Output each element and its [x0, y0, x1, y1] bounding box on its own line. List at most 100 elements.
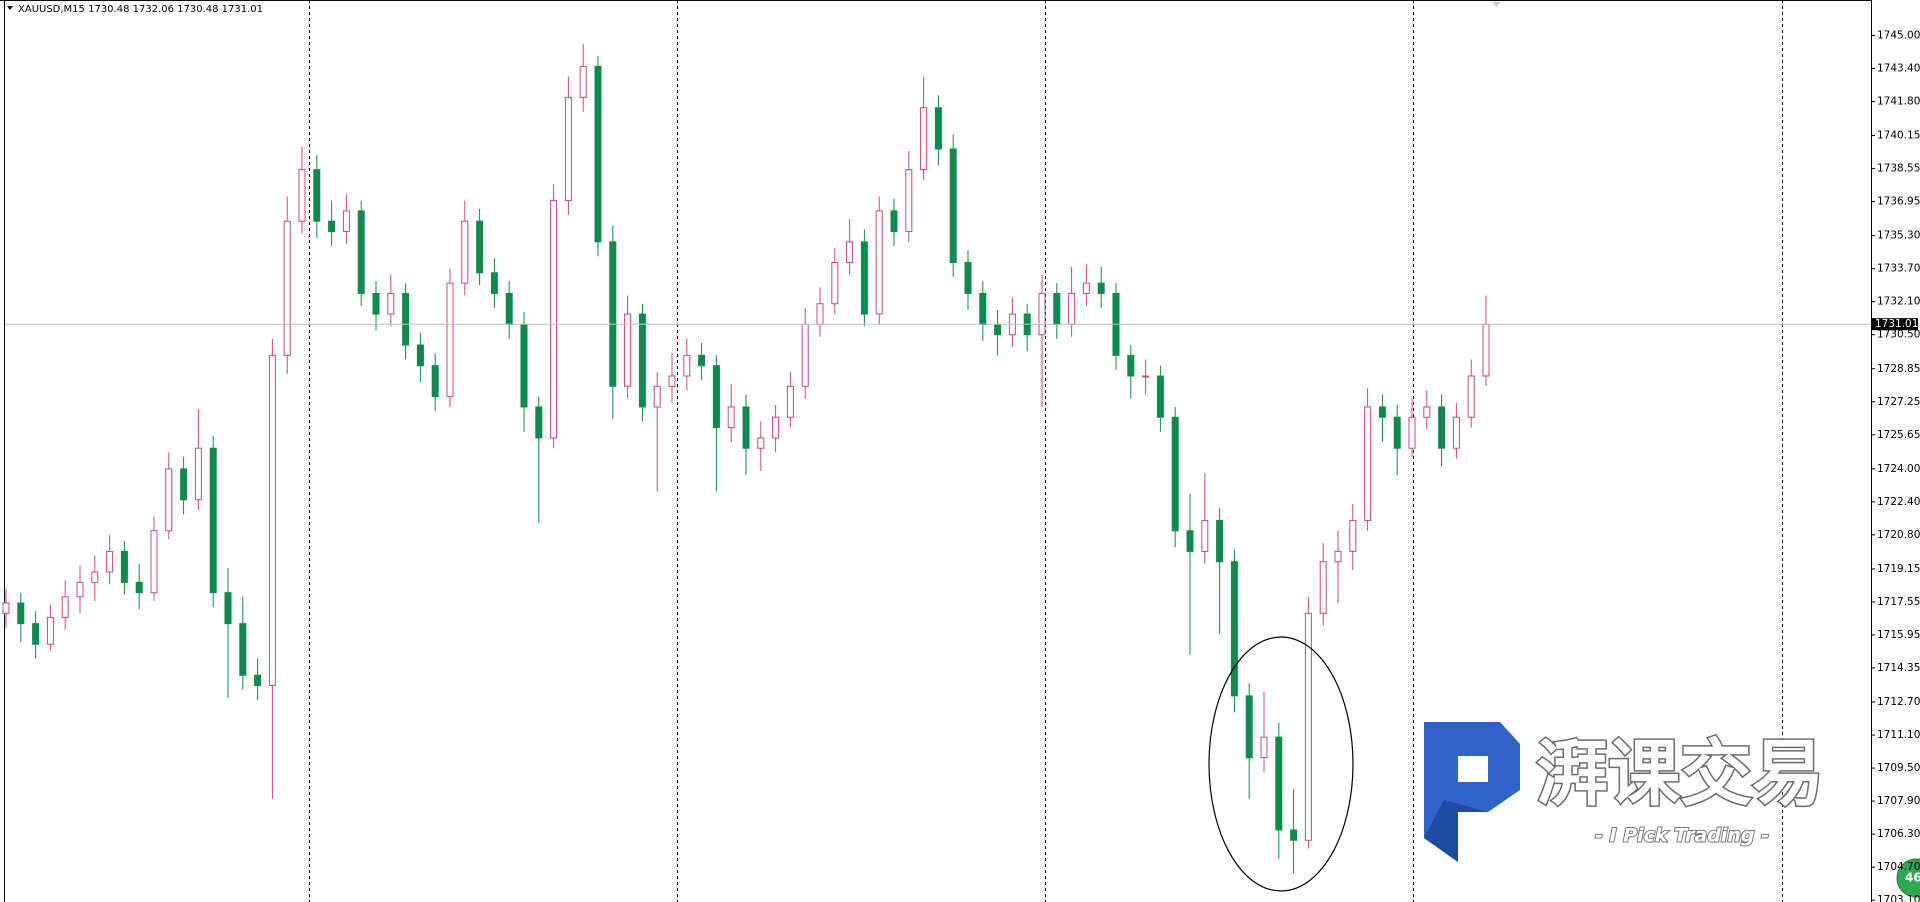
candle	[550, 184, 558, 449]
candle	[46, 605, 54, 651]
candle-body	[1053, 292, 1061, 325]
candle	[416, 332, 424, 383]
candle-body	[638, 313, 646, 408]
candle	[1393, 404, 1401, 476]
candle	[905, 151, 913, 242]
chart-title: XAUUSD,M15 1730.48 1732.06 1730.48 1731.…	[18, 4, 263, 15]
y-tick-label: 1743.40	[1877, 63, 1920, 75]
candle-body	[224, 592, 232, 625]
candle	[564, 76, 572, 216]
candle	[875, 196, 883, 325]
candle	[254, 658, 262, 700]
candle-body	[1142, 375, 1150, 378]
symbol-menu-icon[interactable]	[7, 6, 13, 10]
candle	[135, 563, 143, 610]
candle	[683, 338, 691, 391]
candle	[61, 580, 69, 630]
y-tick-label: 1735.30	[1877, 230, 1920, 242]
candle-body	[1097, 282, 1105, 294]
candle-body	[505, 292, 513, 325]
y-tick-label: 1714.35	[1877, 662, 1920, 674]
candle	[1438, 394, 1446, 467]
candle	[831, 248, 839, 315]
candle-body	[831, 261, 839, 305]
candle	[698, 342, 706, 381]
candle-body	[653, 385, 661, 408]
y-tick-label: 1717.55	[1877, 596, 1920, 608]
candle-body	[461, 220, 469, 284]
candles	[2, 43, 1490, 874]
y-tick-label: 1709.50	[1877, 762, 1920, 774]
candle-body	[979, 292, 987, 325]
y-tick-label: 1722.40	[1877, 496, 1920, 508]
candle-body	[1452, 416, 1460, 449]
candle-body	[1230, 561, 1238, 697]
candle	[313, 155, 321, 238]
candle-body	[1038, 292, 1046, 336]
candle-body	[934, 107, 942, 150]
y-tick-label: 1719.15	[1877, 563, 1920, 575]
candle	[1171, 406, 1179, 548]
candle	[1230, 549, 1238, 713]
candle	[860, 229, 868, 327]
candle	[17, 592, 25, 643]
badge[interactable]	[1896, 858, 1920, 898]
y-tick-label: 1703.10	[1877, 894, 1920, 902]
candle-body	[1334, 550, 1342, 563]
candle	[387, 274, 395, 327]
candle-body	[579, 65, 587, 98]
candle-body	[550, 200, 558, 439]
candle	[431, 353, 439, 412]
candle-body	[1260, 736, 1268, 759]
candle	[1186, 493, 1194, 655]
candle	[638, 303, 646, 422]
candle-body	[1068, 292, 1076, 325]
candle	[402, 283, 410, 360]
y-tick-label: 1725.65	[1877, 429, 1920, 441]
candle	[846, 219, 854, 275]
candle-body	[520, 323, 528, 408]
candle	[76, 565, 84, 614]
candle-body	[905, 169, 913, 233]
candle-body	[1156, 375, 1164, 418]
y-tick-label: 1711.10	[1877, 729, 1920, 741]
candle-body	[772, 416, 780, 439]
y-tick-label: 1738.55	[1877, 163, 1920, 175]
candle-body	[609, 241, 617, 387]
watermark-subtitle: - I Pick Trading -	[1595, 825, 1769, 847]
candle-body	[46, 616, 54, 645]
candle-body	[372, 292, 380, 315]
candle	[1245, 683, 1253, 800]
candle	[372, 281, 380, 331]
candle	[624, 295, 632, 399]
candle-body	[860, 241, 868, 315]
candle-body	[594, 65, 602, 243]
candle-body	[313, 169, 321, 222]
candle	[1082, 264, 1090, 306]
candle-body	[76, 581, 84, 598]
candle	[224, 567, 232, 698]
candle-body	[387, 292, 395, 315]
candle-body	[1201, 519, 1209, 552]
annotation-circle	[1208, 636, 1354, 892]
y-tick-label: 1740.15	[1877, 130, 1920, 142]
candle-body	[268, 354, 276, 687]
candle	[120, 541, 128, 595]
candle	[1127, 345, 1135, 399]
candle-body	[357, 210, 365, 294]
candle	[1097, 266, 1105, 308]
candle-body	[490, 272, 498, 294]
candle-body	[32, 623, 40, 645]
candle	[609, 225, 617, 420]
candle	[535, 396, 543, 523]
candle-body	[180, 468, 188, 501]
watermark-title: 湃课交易	[1536, 732, 1824, 816]
candle	[1334, 530, 1342, 603]
candle-body	[801, 323, 809, 387]
candle	[106, 534, 114, 585]
candle	[357, 200, 365, 306]
candle	[1423, 390, 1431, 430]
candle-body	[727, 406, 735, 429]
